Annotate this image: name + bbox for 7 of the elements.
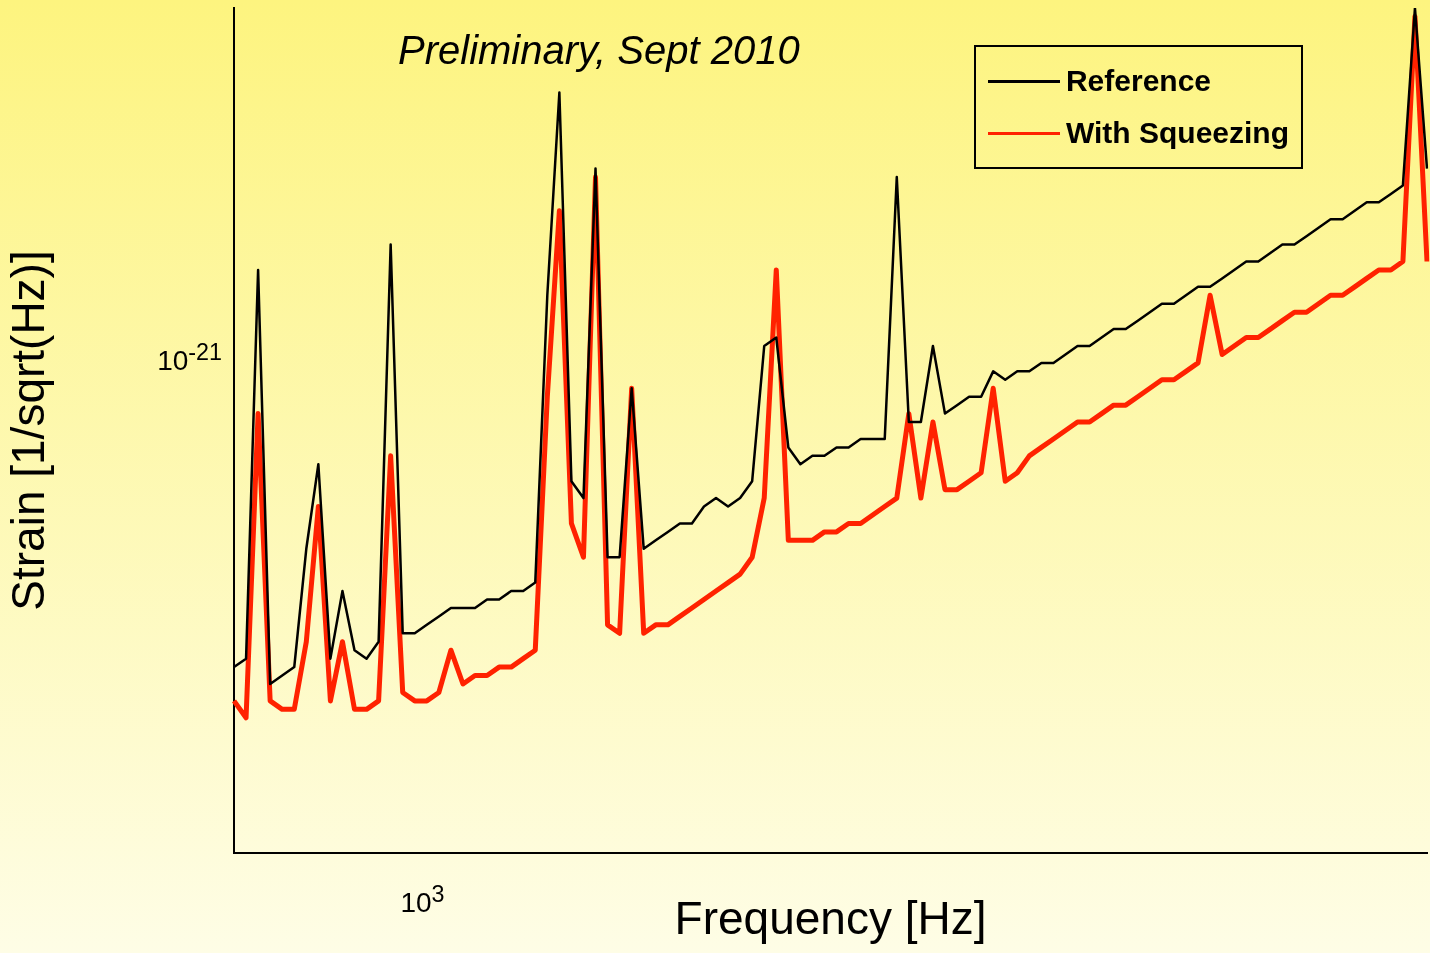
x-axis-title: Frequency [Hz] (674, 892, 987, 945)
text: 10$^{3}$ (400, 881, 445, 919)
text: Preliminary, Sept 2010 (398, 28, 800, 73)
text: 10$^{-21}$ (157, 338, 222, 376)
y-axis-title: Strain [1/sqrt(Hz)] (2, 250, 55, 611)
legend-label: Reference (1065, 64, 1212, 98)
legend-label: With Squeezing (1065, 116, 1289, 150)
